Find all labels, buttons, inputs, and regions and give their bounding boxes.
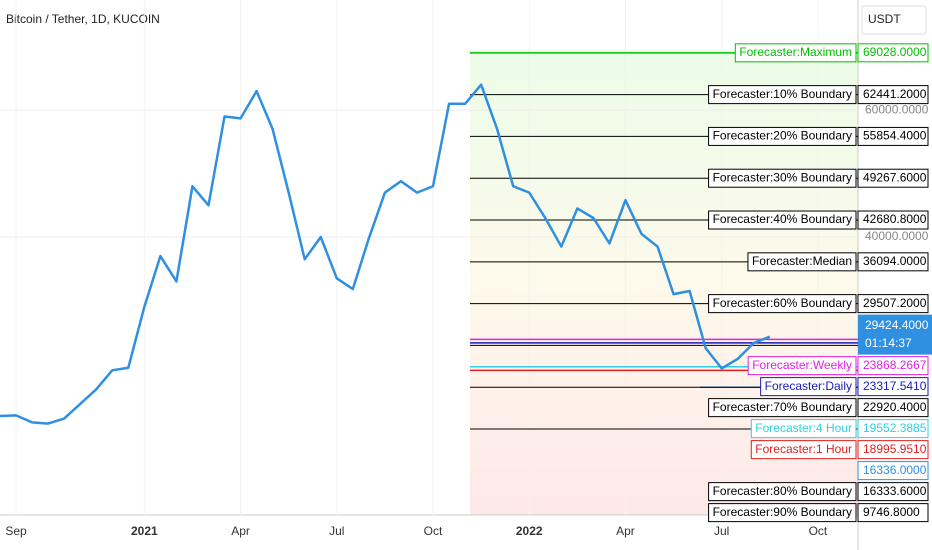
currency-box[interactable] xyxy=(861,5,927,35)
value-box xyxy=(857,482,929,502)
value-box xyxy=(857,356,929,376)
level-value: 16333.6000 xyxy=(863,484,927,498)
level-value: 23317.5410 xyxy=(863,379,927,393)
value-box xyxy=(857,398,929,418)
level-name-box xyxy=(750,440,857,460)
value-box xyxy=(857,461,929,481)
level-name: Forecaster:90% Boundary xyxy=(713,505,852,519)
level-name: Forecaster:Maximum xyxy=(739,45,852,59)
x-tick-label: Apr xyxy=(231,524,250,538)
level-name: Forecaster:Daily xyxy=(765,379,852,393)
value-box xyxy=(857,126,929,146)
value-box xyxy=(857,210,929,230)
level-value: 62441.2000 xyxy=(863,87,927,101)
level-name-box xyxy=(708,126,857,146)
level-name: Forecaster:70% Boundary xyxy=(713,400,852,414)
price-line xyxy=(0,83,771,425)
current-price: 29424.4000 xyxy=(865,318,929,332)
level-name: Forecaster:10% Boundary xyxy=(713,87,852,101)
currency: USDT xyxy=(868,12,901,26)
countdown: 01:14:37 xyxy=(865,336,912,350)
x-tick-label: Apr xyxy=(616,524,635,538)
y-tick-label: 40000.0000 xyxy=(865,229,929,243)
level-value: 69028.0000 xyxy=(863,45,927,59)
value-box xyxy=(857,252,929,272)
level-name: Forecaster:1 Hour xyxy=(755,442,852,456)
y-tick-label: 60000.0000 xyxy=(865,102,929,116)
value-box xyxy=(857,85,929,105)
level-value: 18995.9510 xyxy=(863,442,927,456)
level-name-box xyxy=(708,294,857,314)
chart-title: Bitcoin / Tether, 1D, KUCOIN xyxy=(6,12,160,26)
x-tick-label: Oct xyxy=(809,524,828,538)
x-tick-label: Jul xyxy=(714,524,729,538)
level-name-box xyxy=(708,210,857,230)
value-box xyxy=(857,294,929,314)
x-tick-label: Oct xyxy=(424,524,443,538)
level-name-box xyxy=(734,43,857,63)
level-name-box xyxy=(708,85,857,105)
level-name: Forecaster:40% Boundary xyxy=(713,212,852,226)
value-box xyxy=(857,377,929,397)
level-name-box xyxy=(750,419,857,439)
level-name: Forecaster:20% Boundary xyxy=(713,129,852,143)
level-name-box xyxy=(708,503,857,523)
level-name-box xyxy=(747,356,857,376)
level-name: Forecaster:60% Boundary xyxy=(713,296,852,310)
level-value: 29507.2000 xyxy=(863,296,927,310)
value-box xyxy=(857,503,929,523)
value-box xyxy=(857,168,929,188)
level-value: 55854.4000 xyxy=(863,129,927,143)
value-box xyxy=(857,419,929,439)
level-name: Forecaster:80% Boundary xyxy=(713,484,852,498)
level-name: Forecaster:4 Hour xyxy=(755,421,852,435)
level-name-box xyxy=(708,168,857,188)
level-value: 22920.4000 xyxy=(863,400,927,414)
level-name-box xyxy=(708,398,857,418)
level-name: Forecaster:30% Boundary xyxy=(713,170,852,184)
level-name-box xyxy=(747,252,857,272)
current-price-box xyxy=(858,314,932,355)
level-value: 19552.3885 xyxy=(863,421,927,435)
x-tick-label: Jul xyxy=(329,524,344,538)
level-name: Forecaster:Median xyxy=(752,254,852,268)
level-name: Forecaster:Weekly xyxy=(752,358,852,372)
level-value: 36094.0000 xyxy=(863,254,927,268)
level-value: 42680.8000 xyxy=(863,212,927,226)
value-box xyxy=(857,43,929,63)
level-name-box xyxy=(760,377,857,397)
x-tick-label: Sep xyxy=(5,524,27,538)
value-box xyxy=(857,440,929,460)
x-tick-label: 2022 xyxy=(516,524,543,538)
level-name-box xyxy=(708,482,857,502)
level-value: 16336.0000 xyxy=(863,463,927,477)
level-value: 49267.6000 xyxy=(863,170,927,184)
level-value: 9746.8000 xyxy=(863,505,920,519)
x-tick-label: 2021 xyxy=(131,524,158,538)
level-value: 23868.2667 xyxy=(863,358,927,372)
